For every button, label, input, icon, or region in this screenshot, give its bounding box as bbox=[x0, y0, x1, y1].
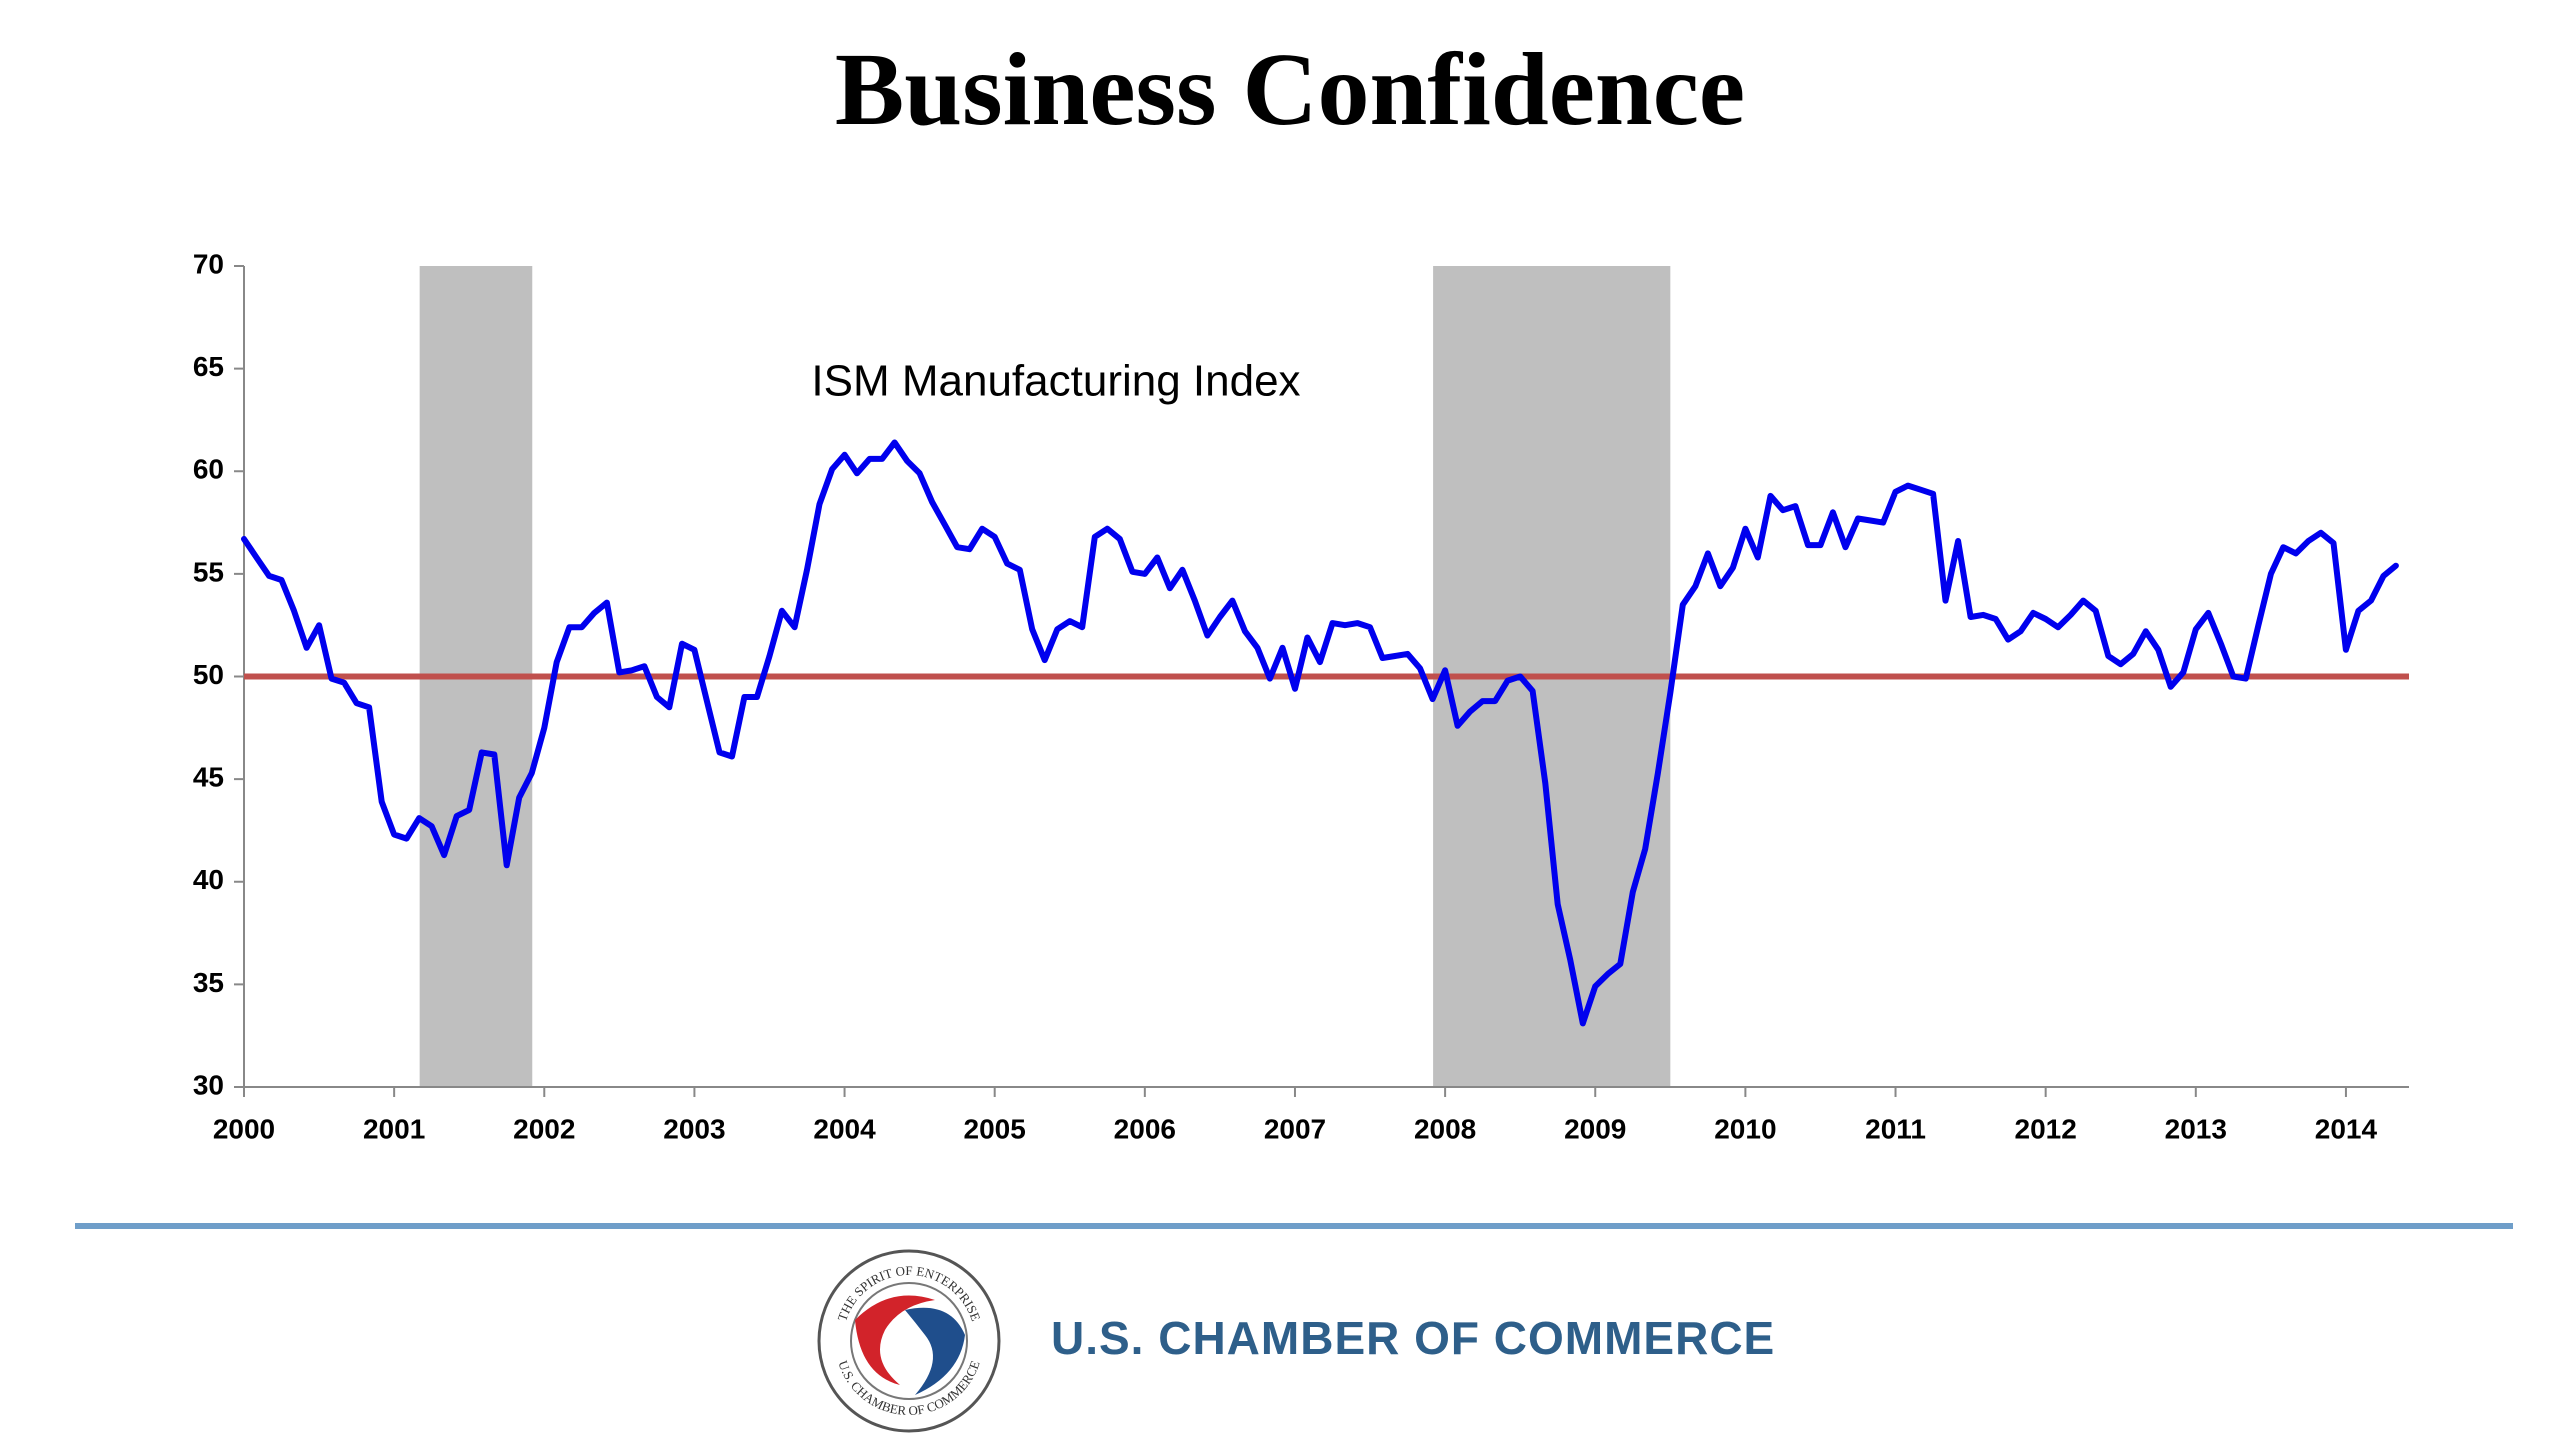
x-tick-label: 2001 bbox=[363, 1113, 425, 1144]
x-tick-label: 2005 bbox=[964, 1113, 1026, 1144]
logo-swirl-blue bbox=[905, 1307, 965, 1395]
x-tick-label: 2013 bbox=[2165, 1113, 2227, 1144]
x-tick-label: 2014 bbox=[2315, 1113, 2378, 1144]
x-tick-label: 2012 bbox=[2015, 1113, 2077, 1144]
x-tick-label: 2003 bbox=[663, 1113, 725, 1144]
x-tick-label: 2004 bbox=[813, 1113, 876, 1144]
x-tick-label: 2010 bbox=[1714, 1113, 1776, 1144]
plot-area: 30 35 40 45 50 55 60 65 70 2000 2001 2002 2003 2004 20… bbox=[193, 248, 2409, 1144]
y-tick-label: 65 bbox=[193, 351, 224, 382]
y-tick-label: 50 bbox=[193, 659, 224, 690]
y-tick-label: 60 bbox=[193, 454, 224, 485]
data-line bbox=[241, 439, 2399, 1027]
x-tick-label: 2009 bbox=[1564, 1113, 1626, 1144]
annotation: ISM Manufacturing Index bbox=[811, 357, 1300, 406]
y-tick-label: 35 bbox=[193, 967, 224, 998]
chart-title: Business Confidence bbox=[835, 32, 1745, 147]
x-tick-label: 2000 bbox=[213, 1113, 275, 1144]
x-tick-label: 2002 bbox=[513, 1113, 575, 1144]
x-tick-label: 2006 bbox=[1114, 1113, 1176, 1144]
y-tick-label: 30 bbox=[193, 1069, 224, 1100]
logo: THE SPIRIT OF ENTERPRISE U.S. CHAMBER OF… bbox=[817, 1249, 1001, 1433]
y-tick-label: 70 bbox=[193, 248, 224, 279]
y-tick-label: 55 bbox=[193, 556, 224, 587]
y-tick-label: 40 bbox=[193, 864, 224, 895]
footer-organization: U.S. CHAMBER OF COMMERCE bbox=[1051, 1312, 1775, 1364]
x-tick-label: 2011 bbox=[1865, 1113, 1926, 1144]
x-tick-label: 2008 bbox=[1414, 1113, 1476, 1144]
x-tick-label: 2007 bbox=[1264, 1113, 1326, 1144]
y-tick-label: 45 bbox=[193, 762, 224, 793]
logo-swirl-red bbox=[855, 1295, 935, 1385]
